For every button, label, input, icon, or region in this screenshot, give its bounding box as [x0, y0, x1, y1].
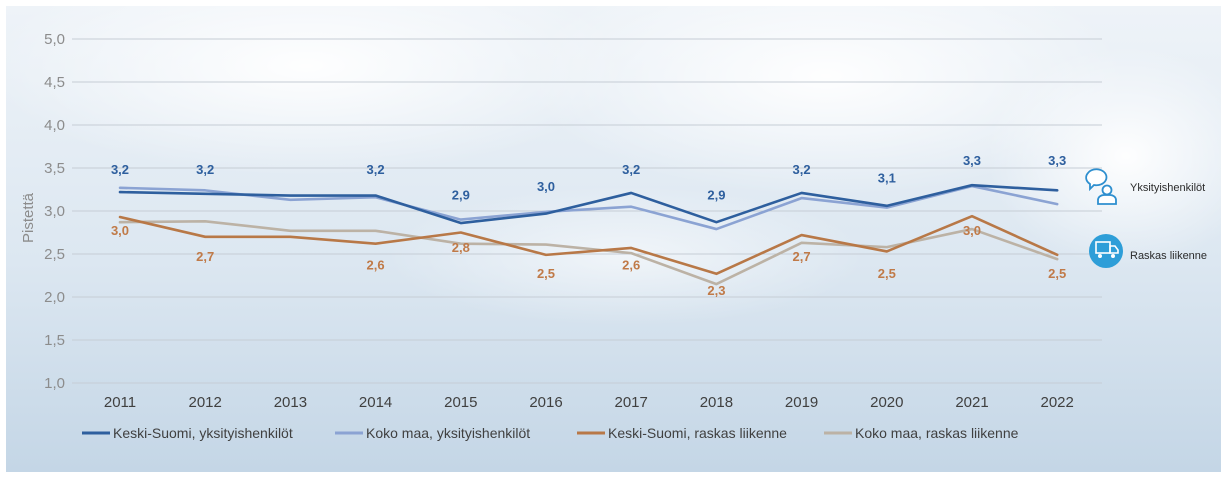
- series-line: [118, 220, 1059, 286]
- series-line: [118, 183, 1059, 225]
- legend-label: Keski-Suomi, raskas liikenne: [608, 425, 787, 441]
- data-label: 2,6: [622, 257, 640, 272]
- data-label: 2,7: [793, 249, 811, 264]
- x-axis-tick-labels: 2011 2012 2013 2014 2015 2016 2017 2018 2019 2020…: [104, 394, 1074, 411]
- data-label: 2,3: [707, 283, 725, 298]
- x-tick-label: 2012: [189, 394, 222, 411]
- x-tick-label: 2022: [1041, 394, 1074, 411]
- data-label: 3,2: [367, 162, 385, 177]
- y-axis-label: Pistettä: [20, 192, 37, 243]
- y-tick-label: 1,5: [44, 332, 65, 349]
- y-tick-label: 2,0: [44, 289, 65, 306]
- data-labels: 3,2 3,2 3,2 2,9 3,0 3,2 2,9 3,2 3,1 3,3 3,3 3,0 2,7 2…: [111, 153, 1066, 298]
- data-label: 3,2: [622, 162, 640, 177]
- side-label-text: Raskas liikenne: [1130, 250, 1207, 262]
- x-tick-label: 2016: [529, 394, 562, 411]
- data-label: 2,9: [452, 188, 470, 203]
- data-label: 3,1: [878, 170, 896, 185]
- x-tick-label: 2013: [274, 394, 307, 411]
- data-label: 2,9: [707, 188, 725, 203]
- frost-decoration: [0, 0, 1227, 326]
- x-tick-label: 2019: [785, 394, 818, 411]
- x-tick-label: 2011: [104, 394, 136, 411]
- y-tick-label: 3,5: [44, 160, 65, 177]
- data-label: 2,6: [367, 257, 385, 272]
- data-label: 3,0: [537, 179, 555, 194]
- legend-label: Koko maa, yksityishenkilöt: [366, 425, 530, 441]
- data-label: 3,0: [963, 223, 981, 238]
- side-label-private: Yksityishenkilöt: [1085, 168, 1205, 205]
- legend-label: Koko maa, raskas liikenne: [855, 425, 1019, 441]
- y-axis-tick-labels: 1,0 1,5 2,0 2,5 3,0 3,5 4,0 4,5 5,0: [44, 31, 65, 392]
- x-tick-label: 2021: [955, 394, 988, 411]
- legend-label: Keski-Suomi, yksityishenkilöt: [113, 425, 293, 441]
- series-line: [118, 184, 1059, 231]
- data-label: 2,5: [1048, 266, 1066, 281]
- gridlines: [72, 38, 1102, 384]
- series-line: [118, 214, 1059, 276]
- data-label: 3,3: [1048, 153, 1066, 168]
- data-label: 3,3: [963, 153, 981, 168]
- x-tick-label: 2017: [615, 394, 648, 411]
- y-tick-label: 4,5: [44, 74, 65, 91]
- data-label: 2,5: [537, 266, 555, 281]
- x-tick-label: 2015: [444, 394, 477, 411]
- data-label: 2,5: [878, 266, 896, 281]
- truck-icon: [1089, 234, 1123, 268]
- y-tick-label: 5,0: [44, 31, 65, 48]
- y-tick-label: 2,5: [44, 246, 65, 263]
- data-label: 3,2: [196, 162, 214, 177]
- series-lines: [118, 183, 1059, 286]
- x-tick-label: 2014: [359, 394, 392, 411]
- y-tick-label: 3,0: [44, 203, 65, 220]
- data-label: 3,0: [111, 223, 129, 238]
- data-label: 2,8: [452, 240, 470, 255]
- x-tick-label: 2018: [700, 394, 733, 411]
- side-label-heavy: Raskas liikenne: [1089, 234, 1207, 268]
- data-label: 2,7: [196, 249, 214, 264]
- y-tick-label: 4,0: [44, 117, 65, 134]
- person-speech-icon: [1085, 168, 1117, 205]
- side-label-text: Yksityishenkilöt: [1130, 182, 1205, 194]
- legend: Keski-Suomi, yksityishenkilöt Koko maa, y…: [82, 425, 1019, 441]
- x-tick-label: 2020: [870, 394, 903, 411]
- data-label: 3,2: [793, 162, 811, 177]
- data-label: 3,2: [111, 162, 129, 177]
- y-tick-label: 1,0: [44, 375, 65, 392]
